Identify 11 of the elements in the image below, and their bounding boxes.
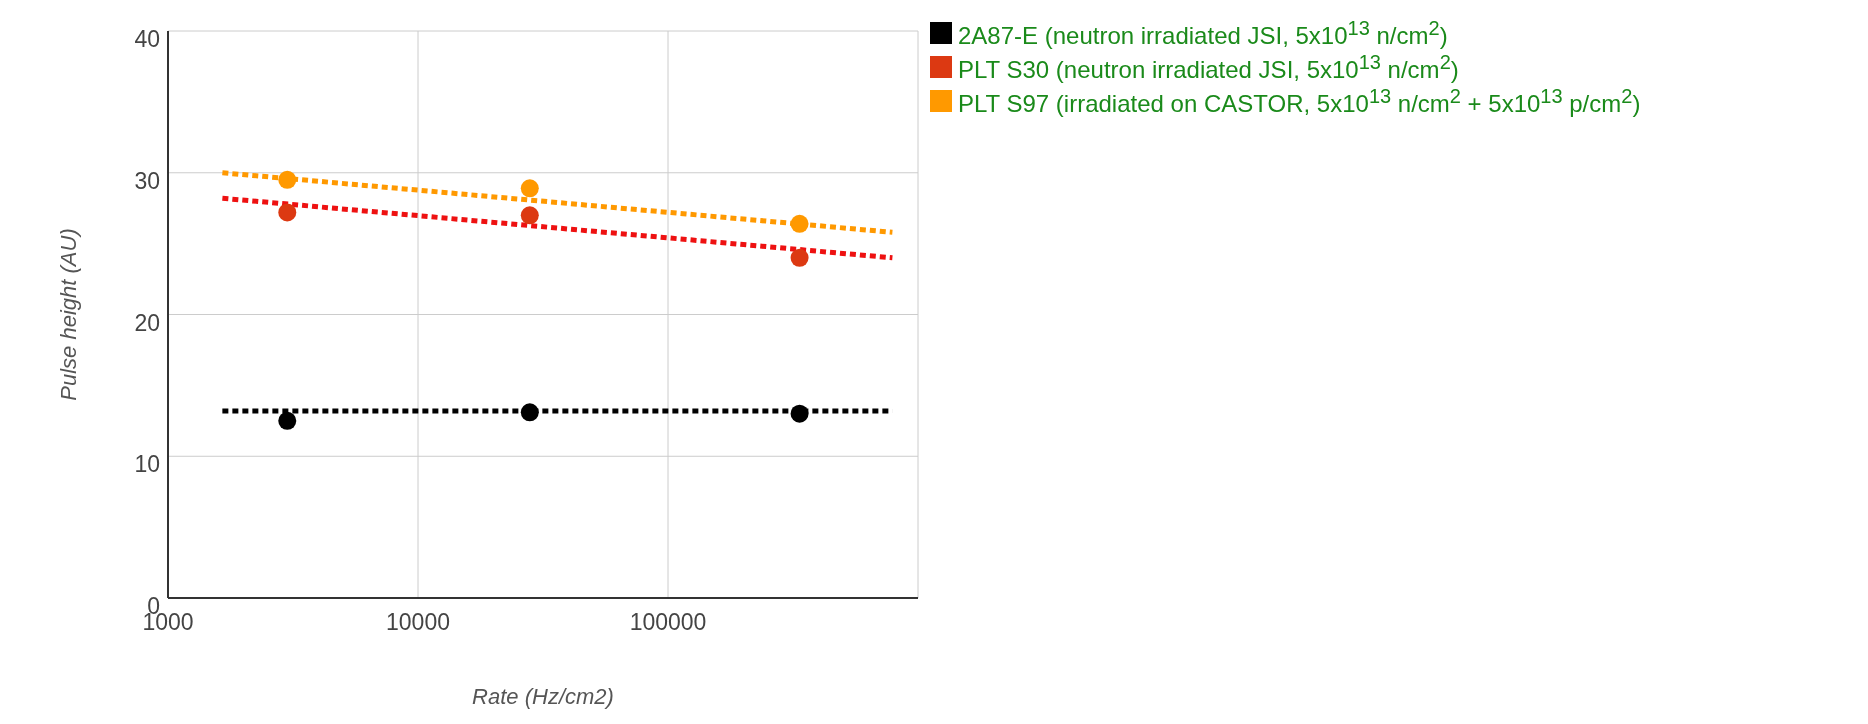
x-tick-label: 10000	[386, 609, 450, 636]
x-tick-label: 100000	[629, 609, 707, 636]
text: PLT S97 (irradiated on CASTOR, 5x10$^{13}$ n/cm$^{2}$ + 5x10$^{13}$ p/cm$^{2}$)	[958, 85, 1641, 117]
x-axis-title: Rate (Hz/cm2)	[472, 684, 614, 709]
legend-label: 2A87-E (neutron irradiated JSI, 5x10$^{13}$ n/cm$^{2}$)	[958, 17, 1448, 49]
y-tick-label: 40	[134, 26, 160, 53]
legend-label: PLT S30 (neutron irradiated JSI, 5x10$^{13}$ n/cm$^{2}$)	[958, 51, 1459, 83]
y-axis-title: Pulse height (AU)	[55, 228, 81, 401]
y-tick-label: 30	[134, 167, 160, 194]
y-tick-label: 20	[134, 309, 160, 336]
y-tick-label: 10	[134, 451, 160, 478]
